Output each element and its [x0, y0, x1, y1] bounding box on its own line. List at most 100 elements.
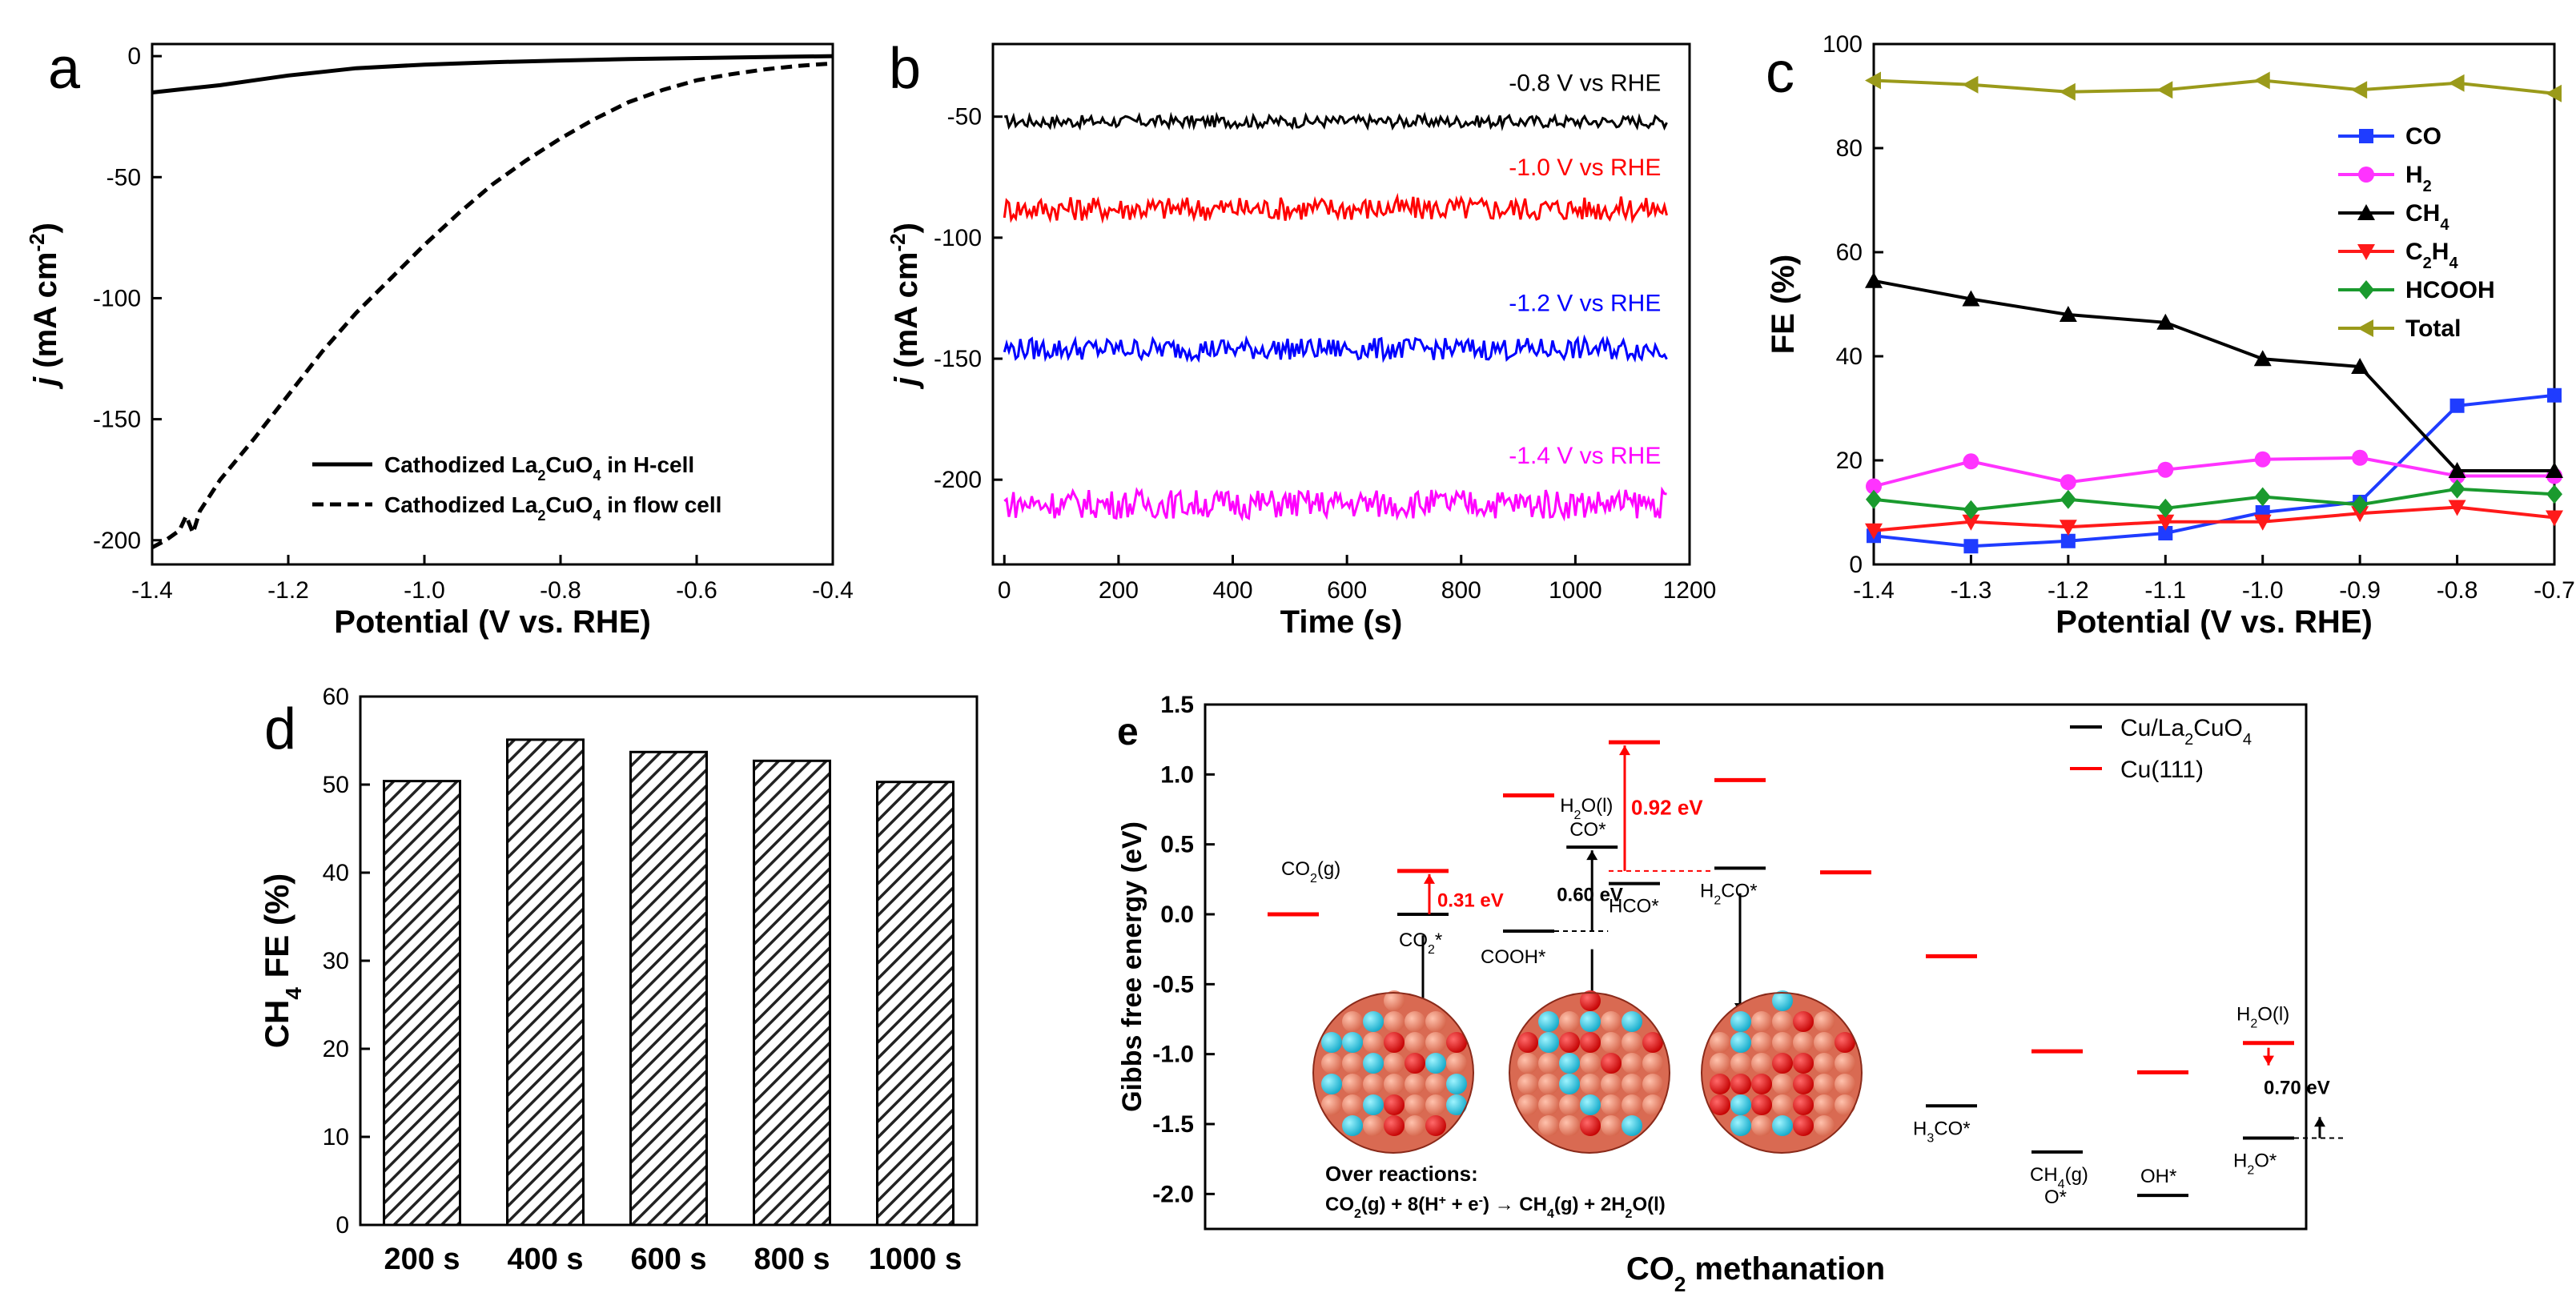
y-axis-label-b: j (mA cm-2): [886, 223, 924, 390]
atom: [1601, 1074, 1622, 1094]
species-label-e: CO2*: [1399, 930, 1442, 957]
species-label-e: CO*: [1569, 819, 1605, 841]
atom: [1425, 1115, 1446, 1136]
series-line-b-3: [1003, 334, 1668, 363]
atom: [1405, 1011, 1425, 1032]
legend-marker-c: [2357, 244, 2375, 260]
x-tick-label-b: 400: [1212, 577, 1252, 604]
legend-marker-c: [2357, 204, 2375, 220]
x-tick-label-c: -1.4: [1853, 577, 1895, 604]
x-tick-label-d: 800 s: [754, 1243, 830, 1276]
atom: [1730, 1011, 1751, 1032]
atom: [1835, 1053, 1855, 1074]
atom: [1751, 1011, 1772, 1032]
atom: [1793, 1115, 1814, 1136]
atom: [1446, 1053, 1467, 1074]
series-line-c-H2: [1873, 456, 2554, 488]
atom: [1793, 1011, 1814, 1032]
atom: [1538, 1115, 1559, 1136]
series-line-c-Total: [1873, 78, 2555, 95]
series-line-c-CH4: [1873, 279, 2554, 472]
data-point-c-C2H4: [2448, 500, 2466, 516]
y-tick-label-a: -50: [106, 164, 141, 191]
atom: [1793, 1032, 1814, 1053]
atom: [1622, 1094, 1642, 1115]
data-point-c-C2H4: [2059, 520, 2077, 536]
atom: [1835, 1032, 1855, 1053]
atom: [1580, 1115, 1601, 1136]
y-tick-label-c: 40: [1836, 343, 1863, 370]
atom: [1384, 1115, 1405, 1136]
atom: [1405, 1115, 1425, 1136]
y-tick-label-c: 0: [1849, 552, 1863, 578]
barrier-label-e: 0.60 eV: [1557, 885, 1623, 906]
atom: [1321, 1074, 1342, 1094]
atom: [1814, 1053, 1835, 1074]
panel-label-e: e: [1117, 711, 1139, 753]
series-annotation-b: -0.8 V vs RHE: [1509, 70, 1661, 96]
x-tick-label-a: -0.8: [540, 577, 581, 604]
species-label-e: H3CO*: [1913, 1118, 1971, 1145]
atom: [1342, 1094, 1363, 1115]
species-label-e: O*: [2044, 1187, 2067, 1208]
x-tick-label-b: 1200: [1663, 577, 1717, 604]
atom: [1384, 1094, 1405, 1115]
series-line-b-1: [1004, 111, 1668, 131]
atom: [1538, 1011, 1559, 1032]
atom: [1425, 1074, 1446, 1094]
x-tick-label-d: 400 s: [507, 1243, 583, 1276]
panel-d-chart: 0 10 20 30 40 50 60 200 s 400 s 600 s 800 s 1000 s C…: [258, 684, 979, 1276]
atom: [1751, 1074, 1772, 1094]
data-point-c-H2: [2352, 449, 2369, 466]
atom: [1559, 1032, 1580, 1053]
y-tick-label-e: -1.5: [1152, 1111, 1194, 1138]
panel-b-chart: 0 200 400 600 800 1000 1200 -50 -100 -150 -200 -0.8…: [886, 37, 1716, 640]
atom: [1342, 1074, 1363, 1094]
atom: [1405, 1094, 1425, 1115]
atom: [1793, 1074, 1814, 1094]
legend-label-c: CH4: [2405, 200, 2449, 234]
series-line-c-C2H4: [1873, 505, 2555, 532]
atom: [1730, 1053, 1751, 1074]
x-tick-label-c: -0.7: [2534, 577, 2575, 604]
reaction-equation-e: CO2(g) + 8(H+ + e-) → CH4(g) + 2H2O(l): [1325, 1194, 1666, 1221]
x-tick-label-b: 800: [1441, 577, 1481, 604]
y-tick-label-a: -100: [93, 285, 141, 311]
legend-label-a: Cathodized La2CuO4 in flow cell: [384, 492, 721, 524]
atom: [1772, 1074, 1793, 1094]
x-axis-label-e: CO2 methanation: [1626, 1251, 1885, 1296]
atom: [1425, 1094, 1446, 1115]
atom: [1517, 1094, 1538, 1115]
atom: [1580, 1074, 1601, 1094]
atom: [1559, 1074, 1580, 1094]
atom: [1814, 1115, 1835, 1136]
legend-label-e: Cu(111): [2120, 757, 2204, 783]
x-tick-label-c: -1.0: [2242, 577, 2284, 604]
y-tick-label-e: -2.0: [1152, 1181, 1194, 1207]
atom: [1321, 1032, 1342, 1053]
atom: [1622, 1074, 1642, 1094]
data-point-c-HCOOH: [2254, 487, 2271, 507]
atom: [1622, 1115, 1642, 1136]
bar-d: [753, 759, 831, 1227]
atom: [1601, 1011, 1622, 1032]
atom: [1642, 1094, 1663, 1115]
atom: [1793, 1053, 1814, 1074]
legend-label-a: Cathodized La2CuO4 in H-cell: [384, 452, 694, 484]
atom: [1363, 1074, 1384, 1094]
x-tick-label-a: -0.6: [676, 577, 717, 604]
x-tick-label-b: 0: [998, 577, 1011, 604]
reaction-title-e: Over reactions:: [1325, 1162, 1478, 1186]
data-point-c-CH4: [2448, 462, 2466, 478]
atom: [1772, 1053, 1793, 1074]
legend-marker-c: [2359, 129, 2373, 143]
data-point-c-HCOOH: [1866, 489, 1882, 509]
atom: [1814, 1032, 1835, 1053]
atom: [1751, 1053, 1772, 1074]
panel-e-diagram: 1.5 1.0 0.5 0.0 -0.5 -1.0 -1.5 -2.0 CO2* COOH* CO*…: [1117, 692, 2345, 1296]
atom: [1835, 1074, 1855, 1094]
series-line-a-2: [151, 61, 834, 550]
data-point-c-Total: [2059, 82, 2076, 101]
